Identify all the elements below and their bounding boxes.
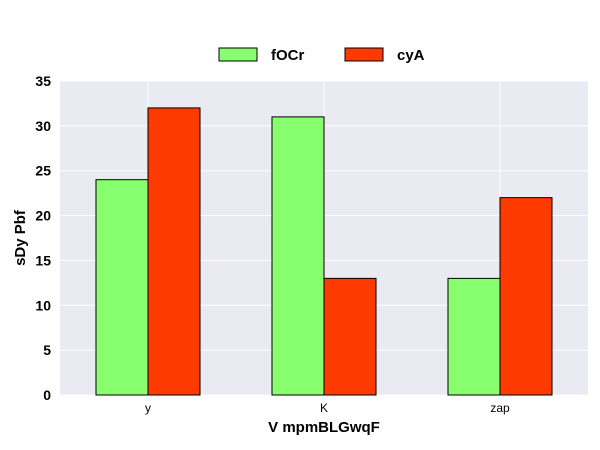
y-axis-ticks: 0 5 10 15 20 25 30 35 <box>35 73 51 403</box>
legend-swatch-cyA <box>344 47 384 62</box>
legend-swatch-fOCr <box>218 47 258 62</box>
x-tick-label: zap <box>490 401 510 415</box>
y-tick-label: 35 <box>35 73 51 89</box>
legend-label-fOCr: fOCr <box>271 47 304 64</box>
bar-cyA-zap <box>499 197 553 396</box>
x-axis-label: V mpmBLGwqF <box>268 419 380 436</box>
bar-cyA-y <box>147 107 201 396</box>
bar-fOCr-K <box>271 116 325 396</box>
x-tick-label: y <box>145 401 151 415</box>
y-tick-label: 15 <box>35 252 51 268</box>
bar-fOCr-y <box>95 179 149 396</box>
y-tick-label: 25 <box>35 163 51 179</box>
bar-cyA-K <box>323 277 377 396</box>
legend-label-cyA: cyA <box>397 47 425 64</box>
bar-fOCr-zap <box>447 277 501 396</box>
y-tick-label: 5 <box>43 342 51 358</box>
x-tick-label: K <box>320 401 328 415</box>
y-tick-label: 30 <box>35 118 51 134</box>
legend: fOCr cyA <box>218 47 425 64</box>
y-tick-label: 0 <box>43 387 51 403</box>
y-axis-label: sDy Pbf <box>12 209 29 266</box>
y-tick-label: 20 <box>35 208 51 224</box>
y-tick-label: 10 <box>35 297 51 313</box>
bars <box>95 107 553 396</box>
